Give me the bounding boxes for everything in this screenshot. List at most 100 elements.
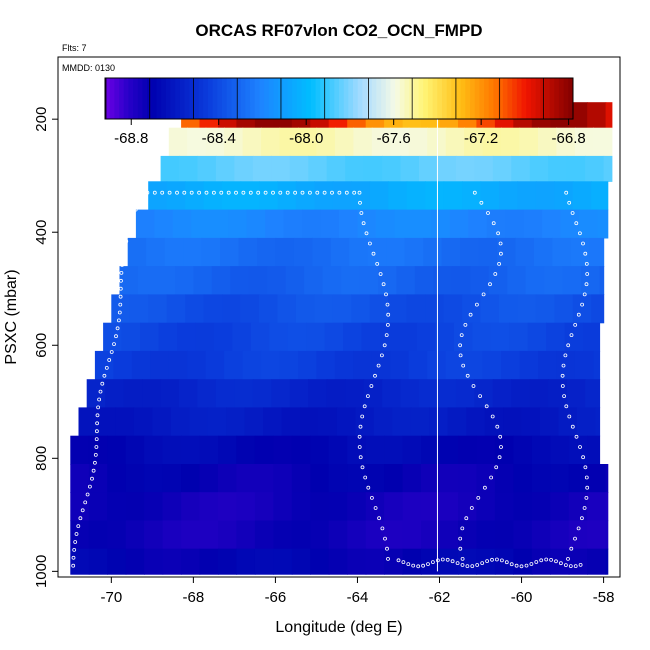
heatmap-cell <box>234 379 254 409</box>
colorbar-segment <box>339 78 345 119</box>
track-point <box>361 221 366 226</box>
track-point <box>470 564 475 568</box>
track-point <box>114 334 118 339</box>
track-point <box>584 495 589 500</box>
colorbar-segment <box>231 78 237 119</box>
colorbar-segment <box>432 78 438 119</box>
y-axis: 200 400 600 800 1000 <box>33 107 58 588</box>
track-point <box>416 564 421 569</box>
track-point <box>119 278 123 283</box>
heatmap-cell <box>347 492 367 522</box>
track-point <box>175 190 179 195</box>
heatmap-cell <box>240 181 260 211</box>
track-point <box>561 363 566 368</box>
heatmap-cell <box>105 379 125 409</box>
heatmap-cell <box>306 322 326 352</box>
heatmap-cell <box>144 548 164 575</box>
heatmap-cell <box>254 520 274 550</box>
colorbar-segment <box>119 78 125 119</box>
heatmap-cell <box>310 492 330 522</box>
heatmap-cell <box>404 237 424 267</box>
track-point <box>357 434 362 439</box>
heatmap-cell <box>334 350 354 380</box>
heatmap-cell <box>341 266 361 295</box>
heatmap-cell <box>441 237 461 267</box>
track-point <box>585 272 590 276</box>
heatmap-cell <box>189 407 209 437</box>
heatmap-cell <box>351 181 371 211</box>
heatmap-cell <box>369 294 389 324</box>
heatmap-cell <box>259 181 279 211</box>
track-point <box>509 562 514 567</box>
colorbar-tick-label: -67.2 <box>464 130 498 147</box>
track-point <box>182 190 187 195</box>
track-point <box>263 190 268 195</box>
track-point <box>430 560 435 564</box>
colorbar-segment <box>161 78 167 119</box>
colorbar-tick-label: -68.8 <box>114 130 148 147</box>
heatmap-cell <box>144 464 164 493</box>
heatmap-cell <box>261 350 281 380</box>
heatmap-cell <box>527 322 547 352</box>
heatmap-cell <box>70 548 90 575</box>
heatmap-cell <box>273 464 293 493</box>
track-point <box>337 190 342 195</box>
track-point <box>570 424 575 429</box>
heatmap-cell <box>291 548 311 575</box>
heatmap-cell <box>218 435 238 465</box>
x-tick-label: -66 <box>265 589 287 606</box>
heatmap-cell <box>162 520 182 550</box>
heatmap-cell <box>400 379 420 409</box>
heatmap-cell <box>421 464 441 493</box>
heatmap-cell <box>478 237 498 267</box>
heatmap-cell <box>359 266 379 295</box>
colorbar-tick-label: -68.4 <box>202 130 236 147</box>
colorbar-segment <box>226 78 232 119</box>
heatmap-cell <box>511 155 531 182</box>
track-point <box>580 516 584 521</box>
heatmap-cell <box>332 181 352 211</box>
heatmap-cell <box>152 407 172 437</box>
track-point <box>375 261 380 266</box>
heatmap-cell <box>474 379 494 409</box>
heatmap-cell <box>298 350 318 380</box>
heatmap-cell <box>566 155 586 182</box>
colorbar-segment <box>512 78 518 119</box>
heatmap-cell <box>462 181 482 211</box>
heatmap-cell <box>439 492 459 522</box>
colorbar-segment <box>222 78 228 119</box>
colorbar-segment <box>329 78 335 119</box>
heatmap-cell <box>421 548 441 575</box>
flights-note: Flts: 7 <box>62 43 87 53</box>
heatmap-cell <box>402 492 422 522</box>
colorbar-segment <box>273 78 279 119</box>
y-tick-label: 200 <box>33 107 50 132</box>
heatmap-cell <box>513 435 533 465</box>
track-point <box>76 524 81 528</box>
colorbar-segment <box>530 78 536 119</box>
track-point <box>411 563 416 568</box>
heatmap-cell <box>496 237 516 267</box>
heatmap-cell <box>349 237 369 267</box>
track-point <box>460 526 465 531</box>
heatmap-cell <box>365 548 385 575</box>
heatmap-cell <box>476 520 496 550</box>
heatmap-cell <box>554 181 574 211</box>
track-point <box>98 389 103 394</box>
track-point <box>583 465 588 470</box>
track-point <box>458 343 463 348</box>
track-point <box>401 560 406 564</box>
track-point <box>498 241 503 246</box>
colorbar-segment <box>315 78 321 119</box>
heatmap-cell <box>455 379 475 409</box>
heatmap-cell <box>295 181 315 211</box>
track-point <box>380 526 385 531</box>
track-point <box>124 239 129 244</box>
heatmap-cell <box>355 407 375 437</box>
track-point <box>582 506 587 510</box>
heatmap-cell <box>421 520 441 550</box>
heatmap-cell <box>412 209 432 239</box>
colorbar-segment <box>203 78 209 119</box>
colorbar-segment <box>465 78 471 119</box>
heatmap-cell <box>572 181 592 211</box>
